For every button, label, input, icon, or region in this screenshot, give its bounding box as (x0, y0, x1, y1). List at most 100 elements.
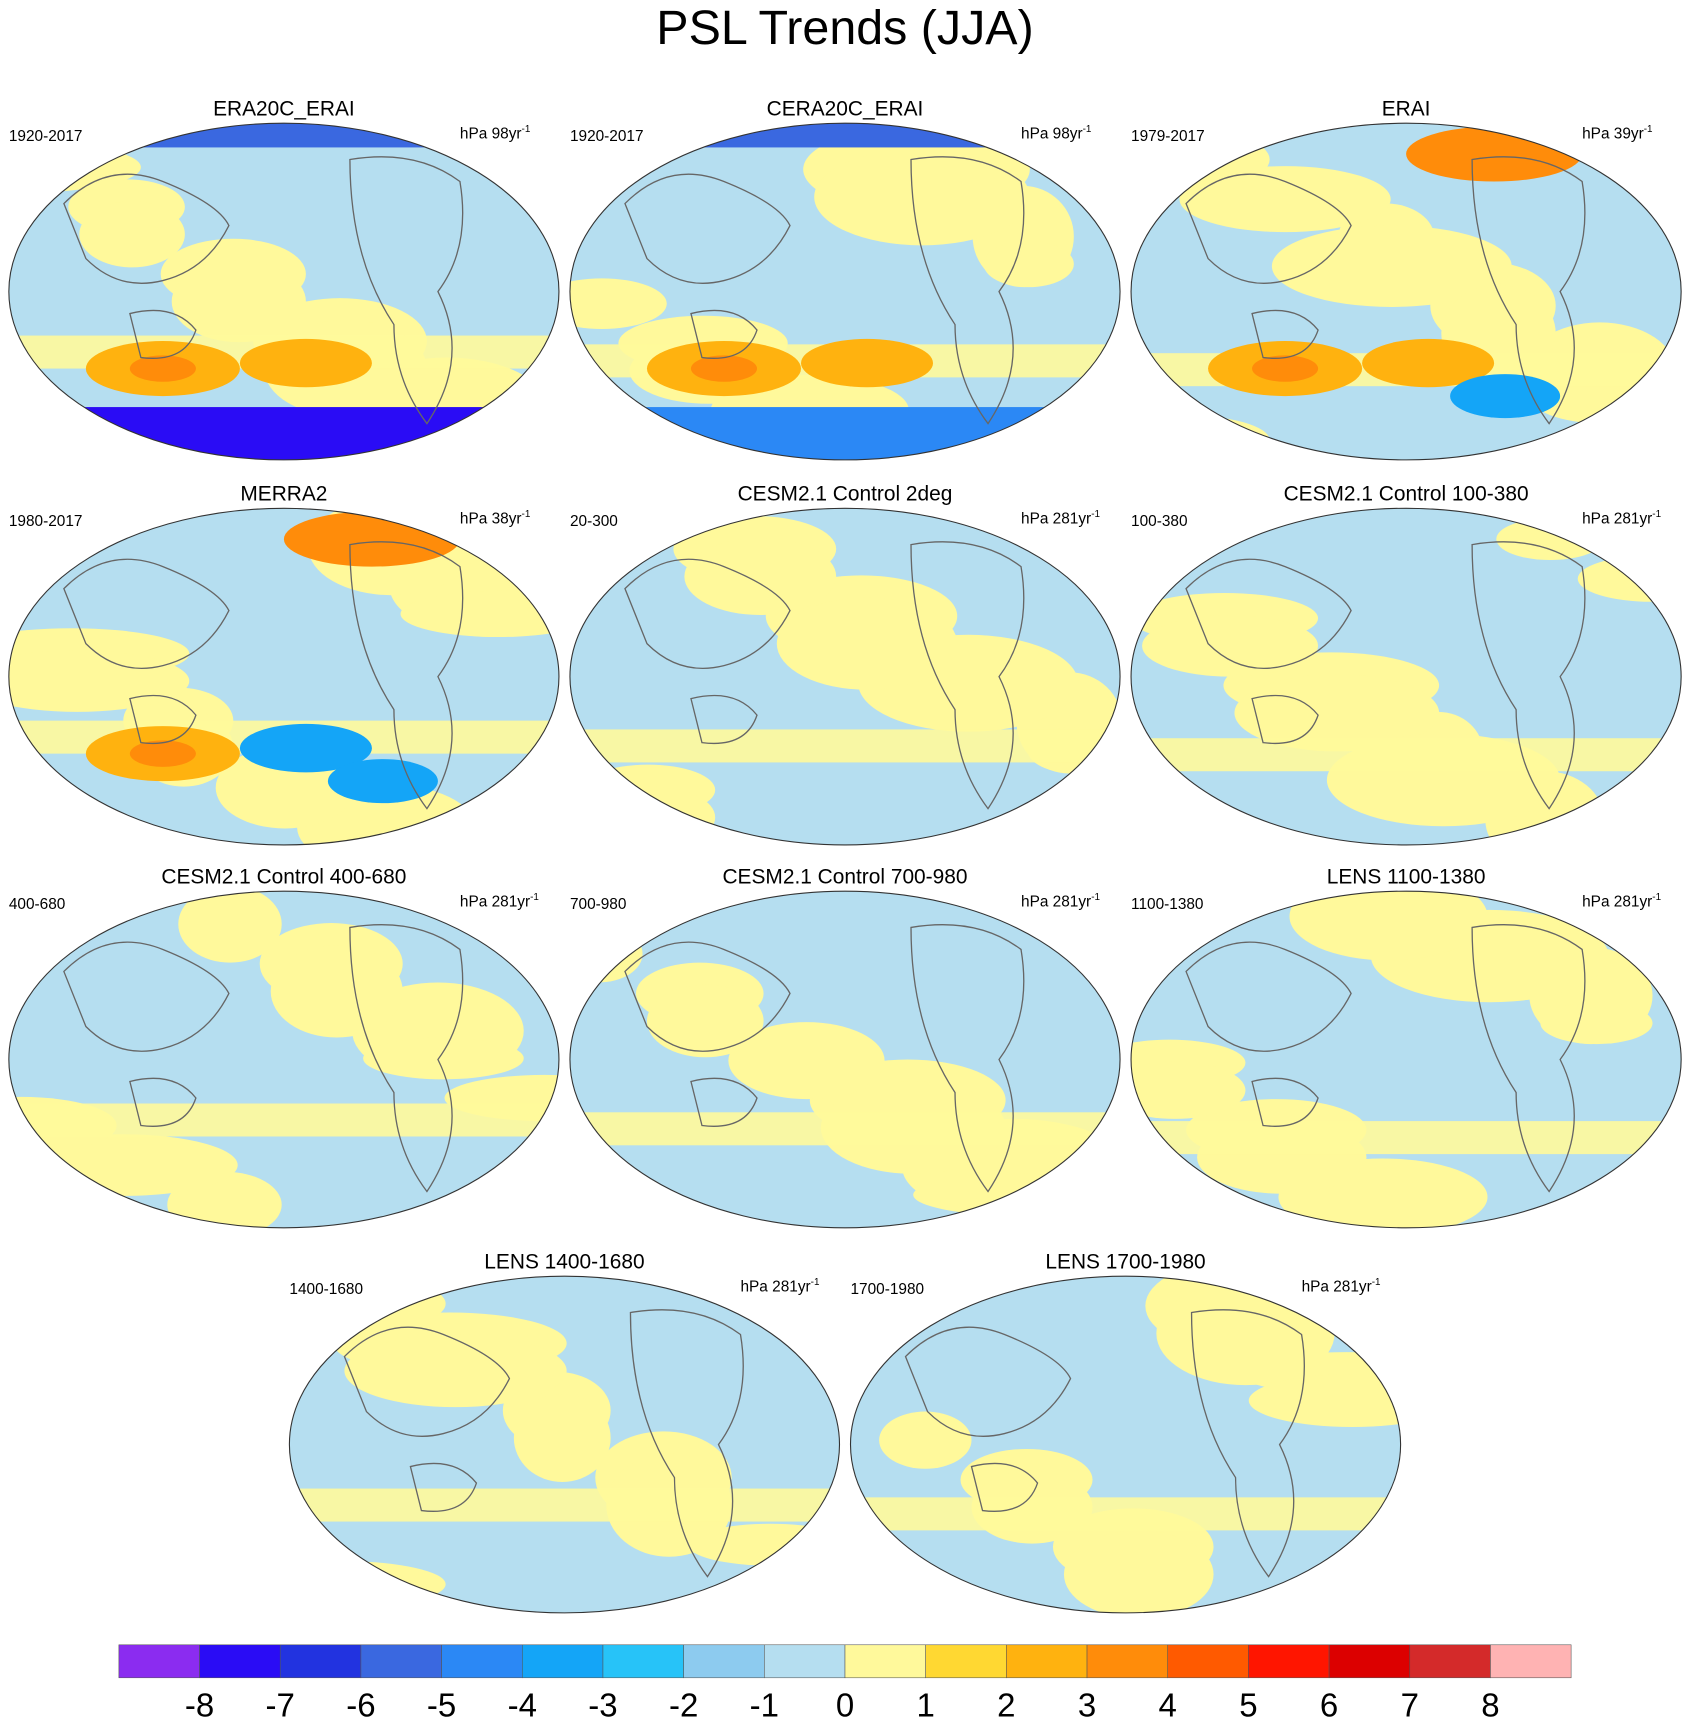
map-outline (569, 507, 1121, 846)
panel-title: LENS 1100-1380 (1327, 865, 1486, 888)
panel-units: hPa 281yr-1 (460, 892, 539, 911)
colorbar-label: 6 (1320, 1686, 1338, 1723)
coastline (343, 1309, 744, 1578)
anomaly-region (283, 511, 460, 567)
anomaly-region (684, 537, 837, 616)
anomaly-region (1271, 225, 1512, 307)
anomaly-region (1248, 1374, 1401, 1427)
map-outline (1130, 122, 1682, 461)
colorbar-label: 8 (1481, 1686, 1499, 1723)
anomaly-region (8, 650, 190, 712)
panel-title: CESM2.1 Control 100-380 (1284, 483, 1529, 506)
map (1131, 508, 1682, 845)
panel-title: MERRA2 (240, 483, 327, 506)
anomaly-region (569, 278, 667, 329)
anomaly-region (646, 984, 764, 1058)
map (8, 891, 559, 1228)
panel-period: 1100-1380 (1131, 896, 1203, 913)
panel-units-text: hPa 38yr (460, 511, 522, 528)
panel-units-exponent: -1 (1083, 124, 1092, 135)
anomaly-region (879, 1411, 972, 1469)
anomaly-region (591, 786, 716, 845)
anomaly-region (728, 1022, 885, 1100)
anomaly-region (690, 355, 757, 382)
colorbar-label: -1 (750, 1686, 779, 1723)
anomaly-region (513, 1393, 611, 1482)
colorbar-label: 7 (1401, 1686, 1419, 1723)
coastline (63, 156, 464, 425)
colorbar-box (118, 1644, 200, 1679)
colorbar-box (199, 1644, 281, 1679)
panel-period: 1920-2017 (570, 128, 644, 145)
panel-units-text: hPa 281yr (1582, 511, 1652, 528)
coastline (624, 541, 1025, 810)
colorbar-label: 2 (997, 1686, 1015, 1723)
anomaly-region (1156, 1281, 1335, 1386)
panel-units-text: hPa 281yr (740, 1279, 810, 1296)
map (850, 1276, 1401, 1613)
anomaly-region (239, 723, 372, 773)
map-outline (288, 1275, 841, 1614)
anomaly-region (79, 201, 185, 268)
panel-units: hPa 98yr-1 (460, 124, 531, 143)
map (8, 508, 559, 845)
map-outline (569, 890, 1121, 1229)
panel-units-exponent: -1 (522, 124, 531, 135)
anomaly-region (8, 1134, 238, 1196)
panel-units-exponent: -1 (1372, 1277, 1381, 1288)
panel-units: hPa 281yr-1 (1021, 509, 1100, 528)
panel-title: CERA20C_ERAI (767, 98, 924, 121)
anomaly-region (1362, 338, 1495, 388)
colorbar-box (683, 1644, 765, 1679)
panel-units-text: hPa 39yr (1582, 126, 1644, 143)
panel-units-exponent: -1 (811, 1277, 820, 1288)
anomaly-region (1131, 414, 1270, 460)
panel-period: 1400-1680 (289, 1281, 363, 1298)
panel-units-exponent: -1 (1652, 509, 1661, 520)
panel-units-text: hPa 281yr (1302, 1279, 1372, 1296)
colorbar-label: -5 (427, 1686, 456, 1723)
anomaly-region (1406, 126, 1583, 182)
panel-units-text: hPa 281yr (1582, 894, 1652, 911)
panel-units-text: hPa 281yr (1021, 894, 1091, 911)
anomaly-region (800, 338, 934, 388)
anomaly-region (913, 1173, 1121, 1216)
anomaly-region (1234, 674, 1440, 752)
colorbar-box (925, 1644, 1007, 1679)
anomaly-band (8, 407, 559, 460)
panel-units: hPa 281yr-1 (1302, 1277, 1381, 1296)
anomaly-band (569, 407, 1121, 460)
coastline (1185, 156, 1586, 425)
panel-title: CESM2.1 Control 700-980 (722, 865, 967, 888)
map-outline (1130, 507, 1682, 846)
panel-units: hPa 281yr-1 (1021, 892, 1100, 911)
coastline (624, 924, 1025, 1193)
colorbar-label: -3 (588, 1686, 617, 1723)
colorbar-label: 4 (1159, 1686, 1177, 1723)
panel-units-text: hPa 98yr (1021, 126, 1083, 143)
map (1131, 891, 1682, 1228)
figure-title: PSL Trends (JJA) (656, 1, 1033, 55)
panel-units-exponent: -1 (522, 509, 531, 520)
colorbar-box (1006, 1644, 1088, 1679)
colorbar-label: -8 (185, 1686, 214, 1723)
panel-units: hPa 38yr-1 (460, 509, 531, 528)
colorbar-box (1167, 1644, 1249, 1679)
map-outline (8, 122, 560, 461)
panel-period: 1979-2017 (1131, 128, 1205, 145)
anomaly-region (1063, 1530, 1214, 1613)
panel-title: LENS 1400-1680 (484, 1251, 644, 1274)
panel-units-exponent: -1 (530, 892, 539, 903)
map-outline (8, 890, 560, 1229)
map (8, 123, 559, 460)
colorbar-label: 3 (1078, 1686, 1096, 1723)
map (569, 891, 1121, 1228)
colorbar-label: -6 (346, 1686, 375, 1723)
colorbar-label: 5 (1239, 1686, 1257, 1723)
panel-title: ERAI (1382, 98, 1431, 121)
anomaly-region (327, 759, 438, 804)
anomaly-region (363, 1037, 524, 1080)
colorbar-box (1490, 1644, 1572, 1679)
anomaly-region (776, 597, 958, 690)
colorbar-box (844, 1644, 926, 1679)
